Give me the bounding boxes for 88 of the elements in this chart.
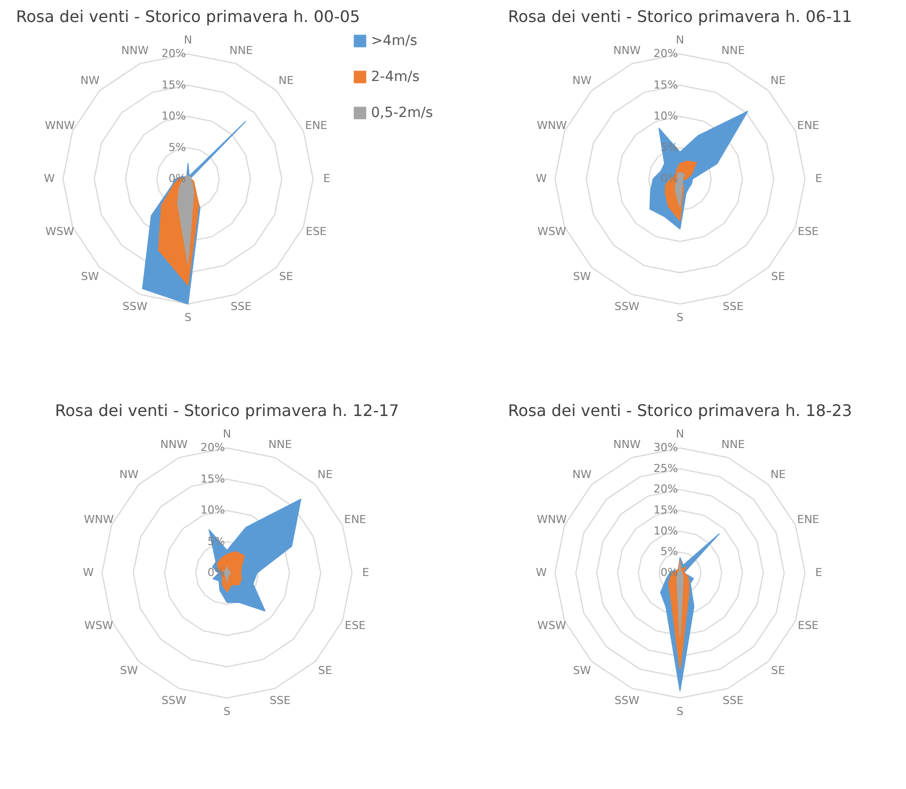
y-tick-label: 20% [653,482,678,496]
y-tick-label: 20% [162,47,186,60]
spoke-label: E [814,172,822,185]
spoke-label: S [223,704,230,718]
spoke-label: N [222,427,231,440]
spoke-label: NW [572,468,592,481]
legend-label: 0,5-2m/s [371,105,433,121]
spoke-label: SW [119,664,138,678]
spoke-label: ESE [797,619,818,632]
spoke-label: ENE [796,512,819,526]
spoke-label: SW [80,270,99,284]
y-tick-label: 15% [653,78,678,92]
spoke-label: ESE [797,225,818,238]
y-tick-label: 10% [162,110,186,122]
spoke-label: SW [572,664,590,678]
spoke-label: SE [279,270,294,284]
spoke-label: WNW [83,512,114,526]
spoke-label: SSW [614,300,639,314]
spoke-label: WNW [536,118,566,132]
spoke-label: S [676,704,684,718]
spoke-label: NE [317,468,332,481]
spoke-label: E [814,566,822,579]
spoke-label: WSW [536,619,566,632]
y-tick-label: 20% [200,441,224,454]
spoke-label: NW [118,468,138,481]
spoke-label: NNW [121,44,149,57]
spoke-label: NW [572,74,592,87]
y-tick-label: 10% [200,504,224,516]
y-tick-label: 30% [653,441,678,454]
spoke-label: ENE [344,512,366,526]
spoke-label: WNW [44,118,75,132]
spoke-label: ENE [796,118,819,132]
spoke-label: N [675,33,684,46]
spoke-label: WSW [45,225,74,238]
spoke-label: SSW [122,300,148,314]
spoke-label: NE [770,468,786,481]
y-tick-label: 15% [162,78,186,92]
y-tick-label: 5% [660,545,678,558]
spoke-label: NNE [229,44,253,57]
spoke-label: ESE [344,619,366,632]
spoke-label: WSW [536,225,566,238]
spoke-label: SE [318,664,332,678]
spoke-label: NNW [612,438,640,451]
spoke-label: NNE [268,438,292,451]
spoke-label: SSE [722,694,744,708]
spoke-label: E [323,172,330,185]
chart-title: Rosa dei venti - Storico primavera h. 00-05 [16,7,360,26]
y-tick-label: 10% [653,110,678,122]
y-tick-label: 10% [653,524,678,538]
legend-label: >4m/s [371,33,418,49]
spoke-label: SSE [722,300,744,314]
spoke-label: NNE [720,44,744,57]
spoke-label: W [82,566,94,579]
spoke-label: S [184,310,192,324]
y-tick-label: 20% [653,47,678,60]
y-tick-label: 15% [653,504,678,516]
spoke-label: NE [278,74,294,87]
y-tick-label: 0% [168,172,186,185]
spoke-label: SSE [230,300,252,314]
y-tick-label: 25% [653,462,678,475]
spoke-label: NNW [612,44,640,57]
spoke-label: SE [770,664,785,678]
y-tick-label: 15% [200,472,224,486]
spoke-label: ENE [305,118,328,132]
y-tick-label: 5% [168,140,186,154]
spoke-label: SSW [160,694,186,708]
spoke-label: WNW [536,512,566,526]
spoke-label: WSW [84,619,113,632]
spoke-label: NE [770,74,786,87]
spoke-label: ESE [306,225,327,238]
spoke-label: W [44,172,55,185]
spoke-label: N [184,33,192,46]
spoke-label: W [535,172,546,185]
chart-title: Rosa dei venti - Storico primavera h. 12-17 [54,401,399,420]
spoke-label: SSW [614,694,639,708]
spoke-label: SSE [269,694,290,708]
spoke-label: NNW [160,438,188,451]
spoke-label: W [535,566,546,579]
spoke-label: SW [572,270,590,284]
spoke-label: NNE [720,438,744,451]
spoke-label: S [676,310,684,324]
legend-label: 2-4m/s [371,69,420,85]
chart-title: Rosa dei venti - Storico primavera h. 18-23 [507,401,852,420]
spoke-label: SE [770,270,785,284]
chart-title: Rosa dei venti - Storico primavera h. 06-11 [507,7,852,26]
spoke-label: N [675,427,684,440]
spoke-label: NW [80,74,100,87]
spoke-label: E [362,566,369,579]
